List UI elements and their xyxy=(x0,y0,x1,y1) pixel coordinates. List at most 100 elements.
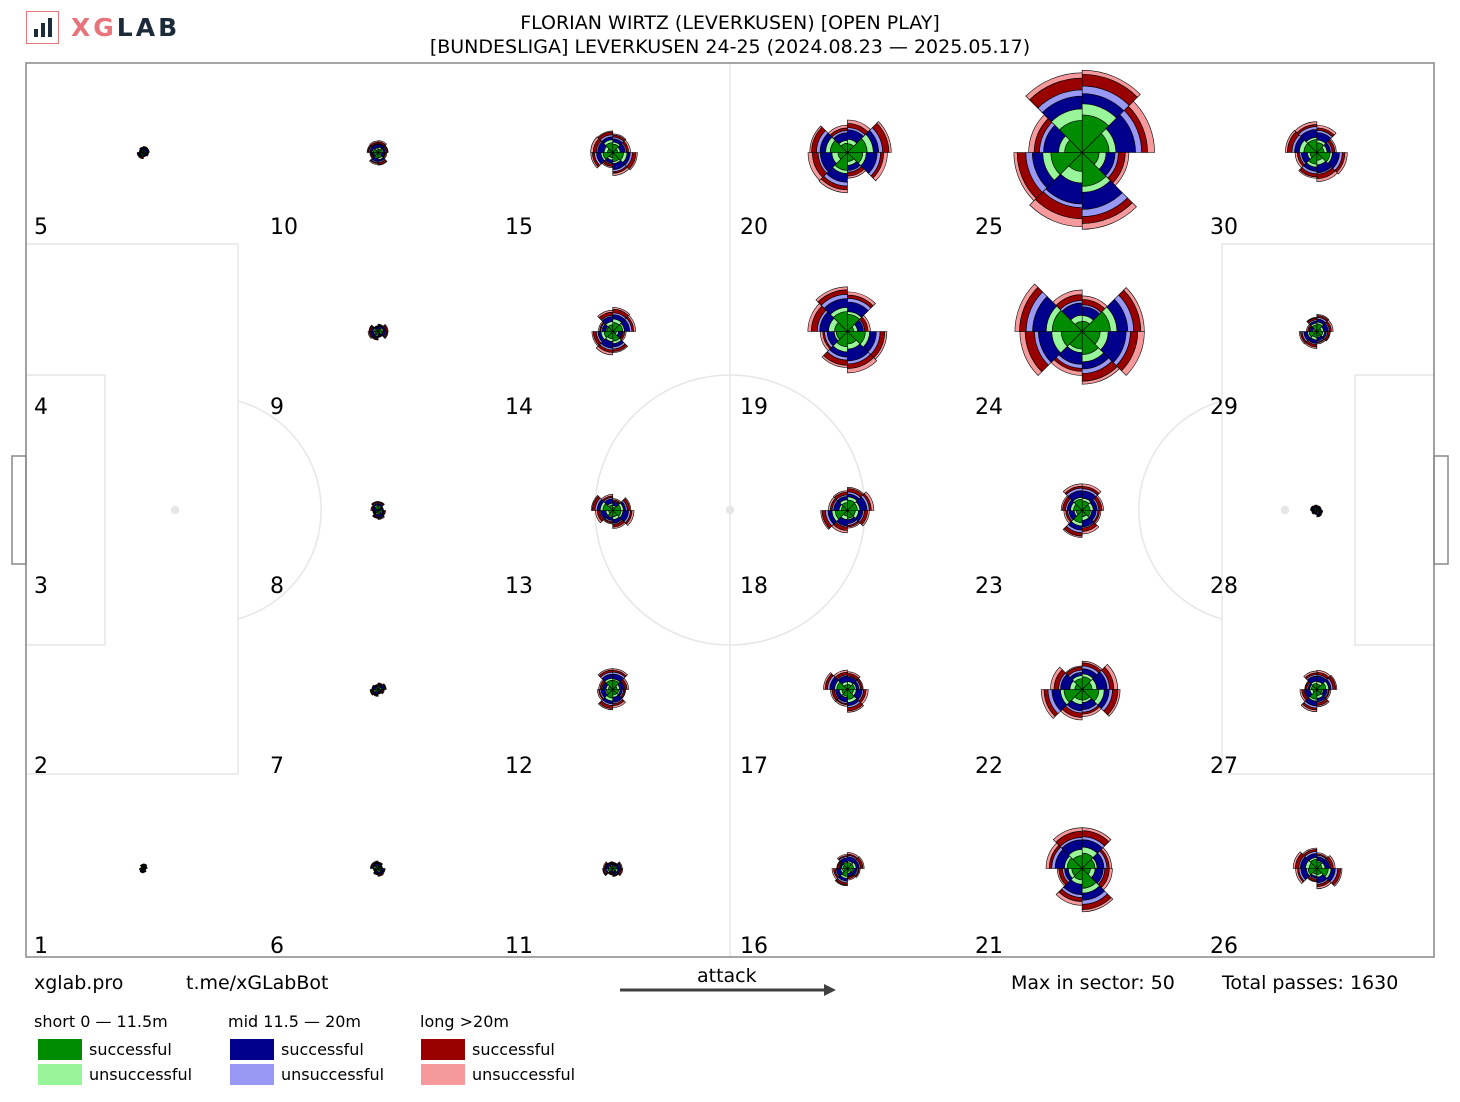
rose-segment xyxy=(809,125,823,153)
zone-label: 15 xyxy=(505,215,533,240)
rose-segment xyxy=(1336,152,1348,175)
rose-segment xyxy=(1121,331,1145,376)
swatch xyxy=(38,1039,82,1060)
pass-rose xyxy=(370,501,386,520)
rose-segment xyxy=(597,689,604,701)
pass-rose xyxy=(1298,314,1334,349)
rose-segment xyxy=(372,515,379,519)
zone-label: 4 xyxy=(34,395,48,420)
legend-long-successful: successful xyxy=(421,1039,555,1060)
rose-segment xyxy=(1081,69,1141,98)
right-goal xyxy=(1433,455,1449,565)
logo-lab: LAB xyxy=(116,13,181,42)
zone-label: 27 xyxy=(1210,754,1238,779)
pass-rose xyxy=(590,494,635,529)
chart-subtitle: [BUNDESLIGA] LEVERKUSEN 24-25 (2024.08.2… xyxy=(429,36,1031,58)
rose-segment xyxy=(612,521,626,529)
rose-segment xyxy=(831,868,839,880)
zone-label: 16 xyxy=(740,934,768,959)
zone-label: 6 xyxy=(270,934,284,959)
rose-segment xyxy=(847,704,864,713)
rose-segment xyxy=(597,702,614,711)
rose-segment xyxy=(369,140,379,146)
left-goal xyxy=(11,455,27,565)
rose-segment xyxy=(1316,514,1322,518)
pass-rose xyxy=(1045,827,1114,913)
chart-title: FLORIAN WIRTZ (LEVERKUSEN) [OPEN PLAY] xyxy=(520,12,940,34)
rose-segment xyxy=(377,140,387,146)
rose-segment xyxy=(372,860,379,865)
pass-roses xyxy=(136,69,1348,913)
rose-segment xyxy=(1081,366,1120,385)
pass-rose xyxy=(139,863,148,874)
rose-segment xyxy=(861,510,870,527)
pass-rose xyxy=(1285,121,1348,182)
zone-label: 23 xyxy=(975,574,1003,599)
rose-segment xyxy=(1325,331,1331,342)
rose-segment xyxy=(377,160,388,166)
legend-long-unsuccessful: unsuccessful xyxy=(421,1064,575,1085)
rose-segment xyxy=(1055,891,1083,906)
rose-segment xyxy=(373,325,379,329)
rose-segment xyxy=(625,510,635,526)
rose-segment xyxy=(381,689,385,695)
pass-rose xyxy=(590,130,638,176)
logo-text: XGLAB xyxy=(71,13,180,42)
zone-label: 21 xyxy=(975,934,1003,959)
pass-rose xyxy=(1292,847,1343,890)
zone-label: 13 xyxy=(505,574,533,599)
rose-segment xyxy=(827,124,848,136)
legend-short-label: short 0 — 11.5m xyxy=(34,1012,168,1031)
rose-segment xyxy=(1310,505,1314,511)
rose-segment xyxy=(847,291,876,307)
rose-segment xyxy=(627,314,636,332)
pass-rose xyxy=(831,852,865,887)
pass-rose xyxy=(370,860,386,877)
rose-segment xyxy=(1294,121,1318,134)
pass-rose xyxy=(807,119,892,194)
zone-label: 26 xyxy=(1210,934,1238,959)
zone-label: 10 xyxy=(270,215,298,240)
rose-segment xyxy=(1316,314,1330,321)
zone-label: 19 xyxy=(740,395,768,420)
zone-label: 7 xyxy=(270,754,284,779)
rose-segment xyxy=(872,152,888,182)
rose-segment xyxy=(833,669,848,678)
legend-text: unsuccessful xyxy=(472,1065,576,1084)
rose-segment xyxy=(145,865,148,869)
rose-segment xyxy=(1292,851,1303,869)
rose-segment xyxy=(382,683,387,690)
rose-segment xyxy=(384,144,389,153)
pitch-markings xyxy=(25,63,1435,957)
left-penalty-box xyxy=(25,243,239,775)
rose-segment xyxy=(818,178,848,194)
pass-rose xyxy=(367,323,389,341)
site-link[interactable]: xglab.pro xyxy=(34,972,124,994)
rose-segment xyxy=(1029,198,1083,228)
bot-link[interactable]: t.me/xGLabBot xyxy=(186,972,329,994)
zone-label: 8 xyxy=(270,574,284,599)
rose-segment xyxy=(1062,528,1083,538)
rose-segment xyxy=(1316,170,1338,182)
rose-segment xyxy=(136,152,140,158)
pass-rose xyxy=(1060,483,1104,538)
rose-segment xyxy=(833,490,848,498)
right-penalty-spot xyxy=(1280,505,1290,515)
legend-text: unsuccessful xyxy=(89,1065,193,1084)
rose-segment xyxy=(612,668,628,677)
zone-label: 20 xyxy=(740,215,768,240)
center-spot xyxy=(725,505,735,515)
rose-segment xyxy=(612,133,627,141)
rose-segment xyxy=(597,668,614,677)
pass-rose xyxy=(602,861,624,877)
rose-segment xyxy=(367,331,373,339)
rose-segment xyxy=(1052,827,1083,843)
rose-segment xyxy=(1316,880,1332,890)
rose-segment xyxy=(139,868,142,872)
right-penalty-arc xyxy=(1138,400,1223,620)
right-six-yard-box xyxy=(1354,374,1435,646)
zone-label: 17 xyxy=(740,754,768,779)
rose-segment xyxy=(600,494,614,501)
rose-segment xyxy=(820,510,830,530)
rose-segment xyxy=(863,491,875,511)
